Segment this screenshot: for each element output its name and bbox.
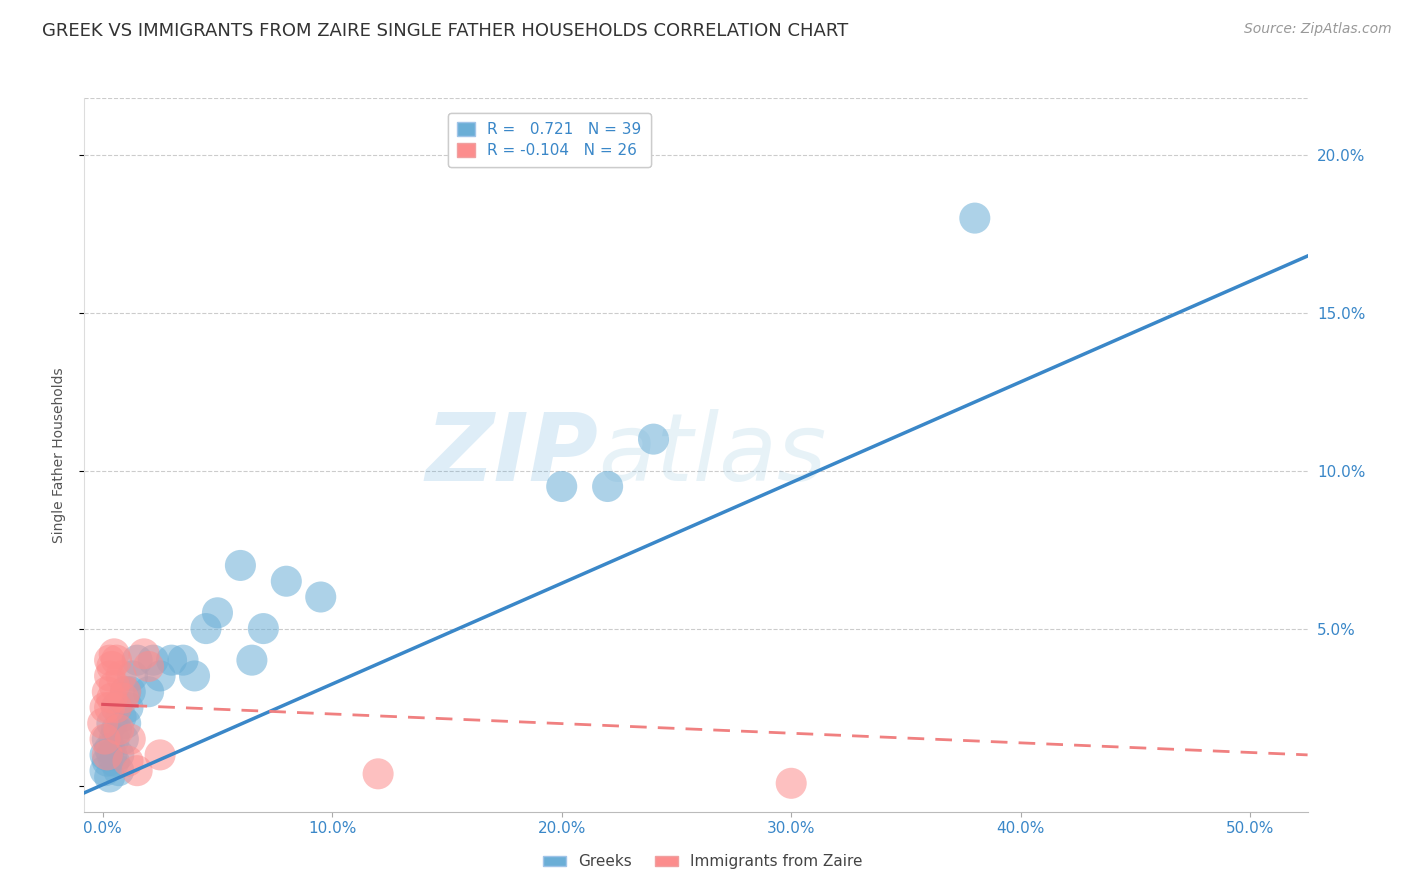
Point <box>105 700 128 714</box>
Point <box>107 723 129 737</box>
Point <box>367 767 389 781</box>
Point <box>149 669 172 683</box>
Point <box>207 606 229 620</box>
Point <box>96 732 118 747</box>
Legend: R =   0.721   N = 39, R = -0.104   N = 26: R = 0.721 N = 39, R = -0.104 N = 26 <box>447 113 651 168</box>
Point <box>105 653 128 667</box>
Point <box>103 678 125 692</box>
Legend: Greeks, Immigrants from Zaire: Greeks, Immigrants from Zaire <box>537 848 869 875</box>
Point <box>103 647 125 661</box>
Point <box>105 700 128 714</box>
Text: Source: ZipAtlas.com: Source: ZipAtlas.com <box>1244 22 1392 37</box>
Point <box>98 741 121 756</box>
Point <box>643 432 665 446</box>
Point <box>98 653 121 667</box>
Text: atlas: atlas <box>598 409 827 500</box>
Point <box>107 764 129 778</box>
Point <box>101 716 124 731</box>
Point <box>96 747 118 762</box>
Point <box>117 700 139 714</box>
Text: ZIP: ZIP <box>425 409 598 501</box>
Point <box>114 684 136 698</box>
Point <box>117 754 139 768</box>
Point <box>98 770 121 784</box>
Point <box>138 684 160 698</box>
Point <box>240 653 263 667</box>
Point <box>103 732 125 747</box>
Point <box>107 747 129 762</box>
Point <box>276 574 298 589</box>
Point <box>138 659 160 673</box>
Point <box>101 747 124 762</box>
Point <box>103 754 125 768</box>
Point <box>149 747 172 762</box>
Point <box>114 684 136 698</box>
Point <box>98 700 121 714</box>
Text: GREEK VS IMMIGRANTS FROM ZAIRE SINGLE FATHER HOUSEHOLDS CORRELATION CHART: GREEK VS IMMIGRANTS FROM ZAIRE SINGLE FA… <box>42 22 848 40</box>
Point <box>551 479 574 493</box>
Point <box>596 479 619 493</box>
Point <box>780 776 803 790</box>
Point <box>110 710 132 724</box>
Point <box>96 684 118 698</box>
Point <box>963 211 986 226</box>
Point <box>101 659 124 673</box>
Point <box>160 653 183 667</box>
Point <box>142 653 165 667</box>
Point <box>98 669 121 683</box>
Point <box>94 732 117 747</box>
Point <box>252 622 274 636</box>
Point <box>120 684 142 698</box>
Point <box>94 700 117 714</box>
Point <box>127 653 149 667</box>
Point <box>127 764 149 778</box>
Point <box>94 764 117 778</box>
Point <box>229 558 252 573</box>
Point <box>309 590 332 604</box>
Point <box>114 716 136 731</box>
Point <box>121 669 143 683</box>
Point <box>96 754 118 768</box>
Point <box>112 732 135 747</box>
Point <box>91 716 114 731</box>
Point <box>172 653 194 667</box>
Point <box>112 691 135 706</box>
Point <box>120 732 142 747</box>
Point <box>110 669 132 683</box>
Point <box>105 723 128 737</box>
Point <box>101 691 124 706</box>
Point <box>94 747 117 762</box>
Point <box>132 647 155 661</box>
Point <box>183 669 205 683</box>
Point <box>195 622 218 636</box>
Y-axis label: Single Father Households: Single Father Households <box>52 368 66 542</box>
